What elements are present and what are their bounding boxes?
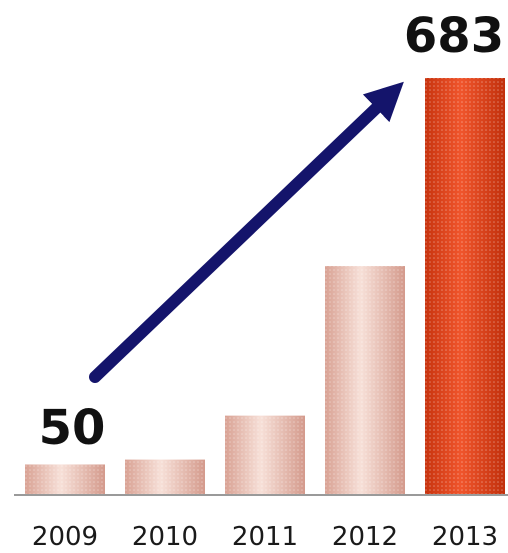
x-tick-label-2010: 2010: [132, 522, 198, 552]
bar-texture-2012: [325, 266, 405, 495]
data-label-2013: 683: [404, 8, 504, 64]
x-tick-label-2011: 2011: [232, 522, 298, 552]
bar-2010: [125, 459, 205, 495]
bar-2013: [425, 78, 505, 495]
bar-texture-2011: [225, 415, 305, 495]
data-label-2009: 50: [39, 400, 106, 456]
bar-texture-2009: [25, 464, 105, 495]
bar-2012: [325, 266, 405, 495]
x-tick-label-2009: 2009: [32, 522, 98, 552]
bar-texture-2013: [425, 78, 505, 495]
trend-arrow: [89, 81, 404, 383]
bar-2011: [225, 415, 305, 495]
bar-2009: [25, 464, 105, 495]
bar-texture-2010: [125, 459, 205, 495]
x-tick-label-2013: 2013: [432, 522, 498, 552]
x-tick-label-2012: 2012: [332, 522, 398, 552]
